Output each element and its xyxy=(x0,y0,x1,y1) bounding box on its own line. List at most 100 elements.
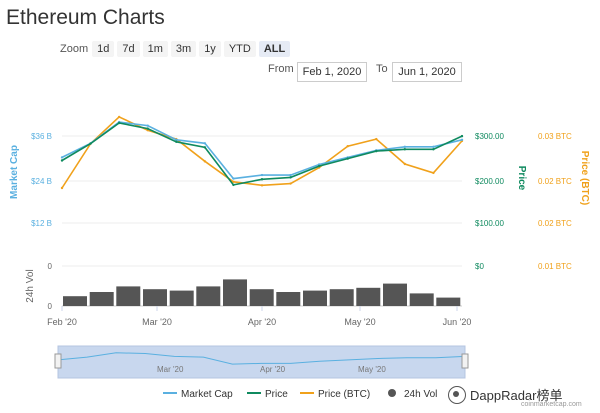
price-btc-line-point xyxy=(432,171,435,175)
volume-bar xyxy=(409,293,434,306)
zoom-7d-button[interactable]: 7d xyxy=(117,41,140,57)
x-tick-label: Mar '20 xyxy=(142,317,172,327)
volume-bar xyxy=(383,283,407,306)
price-line-point xyxy=(432,148,435,151)
market-cap-tick-label: $36 B xyxy=(31,132,52,141)
to-date-input[interactable]: Jun 1, 2020 xyxy=(392,62,462,82)
price-line-point xyxy=(317,164,321,168)
price-tick-label: $200.00 xyxy=(475,177,504,186)
zoom-label: Zoom xyxy=(60,43,89,55)
zoom-1d-button[interactable]: 1d xyxy=(92,41,115,57)
zoom-ytd-button[interactable]: YTD xyxy=(223,41,256,57)
price-tick-label: $100.00 xyxy=(475,219,504,228)
price-btc-axis-label: Price (BTC) xyxy=(579,151,590,205)
zoom-3m-button[interactable]: 3m xyxy=(170,41,197,57)
price-btc-line-point xyxy=(260,184,264,187)
price-btc-line-point xyxy=(346,145,349,148)
from-label: From xyxy=(268,63,294,75)
market-cap-line-point xyxy=(460,138,464,141)
market-cap-line-point xyxy=(146,124,149,127)
price-line-point xyxy=(203,146,207,149)
price-line-point xyxy=(146,127,149,130)
to-label: To xyxy=(376,63,388,75)
market-cap-line-point xyxy=(232,177,235,180)
zoom-all-button[interactable]: ALL xyxy=(258,41,291,57)
legend-item-price: Price xyxy=(265,389,288,400)
zoom-1y-button[interactable]: 1y xyxy=(199,41,221,57)
market-cap-line xyxy=(61,121,463,180)
price-btc-line-point xyxy=(403,162,407,166)
market-cap-line-point xyxy=(403,145,407,149)
price-line-point xyxy=(460,134,464,138)
navigator-right-handle[interactable] xyxy=(461,353,469,369)
market-cap-line-point xyxy=(175,138,178,141)
volume-bar xyxy=(223,279,247,306)
volume-bar xyxy=(116,286,141,306)
price-btc-line-point xyxy=(203,160,207,163)
price-axis-label: Price xyxy=(516,166,527,191)
volume-bar xyxy=(356,287,381,306)
price-line-point xyxy=(232,183,235,187)
navigator-tick-label: May '20 xyxy=(358,365,386,374)
market-cap-axis-label: Market Cap xyxy=(9,145,20,199)
market-cap-tick-label: $12 B xyxy=(31,219,52,228)
wechat-icon xyxy=(448,385,466,404)
zoom-bar: Zoom 1d 7d 1m 3m 1y YTD ALL xyxy=(60,41,293,57)
legend-item-market-cap: Market Cap xyxy=(181,389,233,400)
watermark-text: DappRadar榜单 xyxy=(470,388,563,403)
navigator-tick-label: Mar '20 xyxy=(157,365,184,374)
zoom-1m-button[interactable]: 1m xyxy=(142,41,168,57)
price-line-point xyxy=(346,157,349,160)
price-line-point xyxy=(289,176,292,179)
x-tick-label: Apr '20 xyxy=(248,317,276,327)
market-cap-line-point xyxy=(317,163,321,166)
price-btc-line xyxy=(61,115,463,189)
price-btc-line-point xyxy=(289,182,292,185)
volume-price-tick-label: $0 xyxy=(475,262,484,271)
legend-swatch xyxy=(388,389,396,397)
market-cap-line-point xyxy=(260,173,264,177)
volume-bar xyxy=(249,289,274,306)
volume-bar xyxy=(329,289,354,306)
price-line-point xyxy=(60,159,64,162)
price-line-point xyxy=(175,140,178,143)
navigator-range[interactable] xyxy=(57,345,466,379)
price-btc-line-point xyxy=(117,115,121,119)
market-cap-tick-label: $24 B xyxy=(31,177,52,186)
volume-bar xyxy=(303,290,327,306)
price-tick-label: $300.00 xyxy=(475,132,504,141)
price-line-point xyxy=(89,142,92,145)
price-line-point xyxy=(375,149,378,153)
market-cap-line-point xyxy=(432,145,435,149)
volume-btc-tick-label: 0.01 BTC xyxy=(538,262,572,271)
volume-bar xyxy=(169,290,194,306)
volume-axis-label: 24h Vol xyxy=(25,269,36,302)
watermark: DappRadar榜单 xyxy=(448,385,563,404)
volume-bar xyxy=(436,297,461,306)
price-btc-tick-label: 0.02 BTC xyxy=(538,219,572,228)
credit-text: coinmarketcap.com xyxy=(521,401,582,408)
price-line-point xyxy=(403,148,407,151)
navigator-line xyxy=(57,352,466,365)
volume-bar xyxy=(196,286,221,306)
price-btc-line-point xyxy=(375,137,378,141)
legend-item-24h-vol: 24h Vol xyxy=(404,389,437,400)
volume-bar xyxy=(63,296,87,306)
market-cap-line-point xyxy=(60,156,64,159)
page-title: Ethereum Charts xyxy=(6,6,165,29)
navigator-tick-label: Apr '20 xyxy=(260,365,286,374)
legend-item-price-btc-: Price (BTC) xyxy=(318,389,370,400)
from-date-input[interactable]: Feb 1, 2020 xyxy=(297,62,367,82)
price-btc-tick-label: 0.03 BTC xyxy=(538,132,572,141)
market-cap-line-point xyxy=(289,173,292,177)
x-tick-label: Jun '20 xyxy=(443,317,472,327)
price-btc-line-point xyxy=(232,180,235,183)
price-line-point xyxy=(260,178,264,181)
volume-bar xyxy=(143,289,167,306)
price-btc-line-point xyxy=(60,186,64,190)
price-line-point xyxy=(117,121,121,125)
navigator-left-handle[interactable] xyxy=(54,353,62,369)
price-btc-tick-label: 0.02 BTC xyxy=(538,177,572,186)
x-tick-label: May '20 xyxy=(344,317,375,327)
volume-tick-label: 0 xyxy=(48,262,53,271)
